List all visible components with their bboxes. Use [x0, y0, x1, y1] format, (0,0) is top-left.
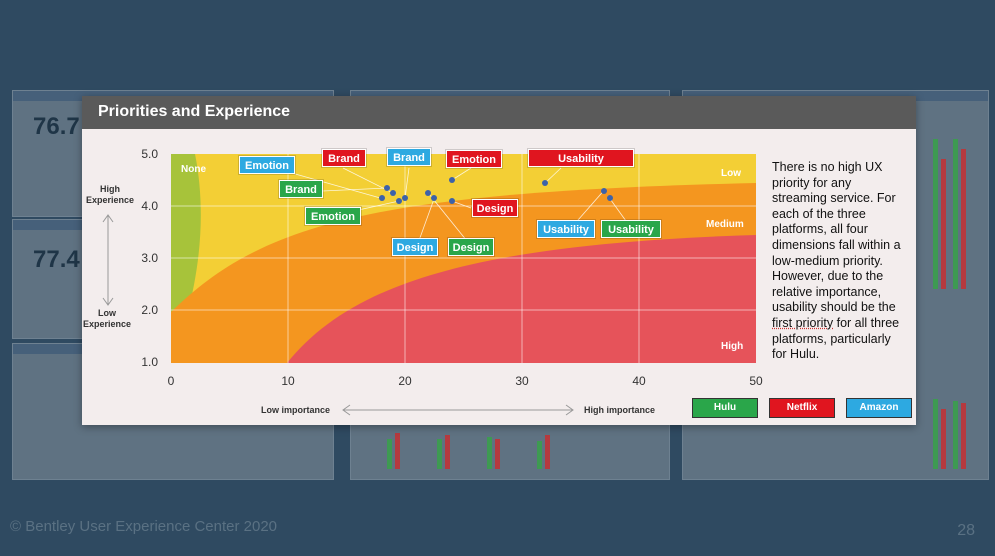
priority-experience-plot: None Low Medium High	[171, 154, 756, 363]
netflix-design-leader-line	[451, 200, 472, 209]
card-title-bar: Priorities and Experience	[82, 96, 916, 129]
hulu-usability-tag: Usability	[600, 219, 662, 239]
hulu-emotion-point	[396, 198, 403, 205]
background-score: 76.7	[33, 113, 80, 140]
legend-amazon: Amazon	[846, 398, 912, 418]
netflix-design-tag: Design	[471, 198, 519, 218]
background-bar	[537, 441, 542, 469]
netflix-brand-tag: Brand	[321, 148, 367, 168]
y-tick-label: 2.0	[141, 303, 158, 317]
background-bar	[545, 435, 550, 469]
netflix-usability-point	[542, 179, 549, 186]
x-tick-label: 40	[632, 374, 646, 388]
background-bar	[445, 435, 450, 469]
x-axis-arrow	[342, 404, 574, 416]
amazon-design-tag: Design	[391, 237, 439, 257]
zone-label-medium: Medium	[706, 219, 744, 230]
commentary-text: There is no high UX priority for any str…	[772, 160, 908, 363]
background-bar	[395, 433, 400, 469]
background-bar	[933, 399, 938, 469]
amazon-emotion-tag: Emotion	[238, 155, 296, 175]
background-score: 77.4	[33, 246, 80, 273]
zone-label-high: High	[721, 341, 744, 352]
x-axis-label-high: High importance	[584, 405, 656, 415]
netflix-usability-leader-line	[545, 167, 562, 184]
legend-hulu: Hulu	[692, 398, 758, 418]
y-axis-arrow	[102, 214, 114, 306]
legend-netflix: Netflix	[769, 398, 835, 418]
x-tick-label: 50	[749, 374, 763, 388]
netflix-usability-tag: Usability	[527, 148, 635, 168]
y-tick-label: 1.0	[141, 355, 158, 369]
priorities-experience-card: Priorities and Experience High Experienc…	[82, 96, 916, 425]
background-bar	[953, 401, 958, 469]
background-bar	[437, 439, 442, 469]
y-tick-label: 5.0	[141, 147, 158, 161]
zone-label-low: Low	[721, 168, 741, 179]
background-bar	[387, 439, 392, 469]
y-axis-label-high: High Experience	[85, 184, 135, 205]
hulu-usability-point	[606, 195, 613, 202]
netflix-emotion-point	[448, 177, 455, 184]
background-bar	[961, 149, 966, 289]
background-bar	[961, 403, 966, 469]
commentary-emphasis: first priority	[772, 315, 834, 330]
netflix-design-point	[448, 198, 455, 205]
amazon-usability-tag: Usability	[536, 219, 596, 239]
background-bar	[941, 159, 946, 289]
y-tick-label: 4.0	[141, 199, 158, 213]
background-bar	[941, 409, 946, 469]
amazon-brand-tag: Brand	[386, 147, 432, 167]
hulu-emotion-tag: Emotion	[304, 206, 362, 226]
amazon-emotion-point	[378, 195, 385, 202]
card-title: Priorities and Experience	[98, 103, 291, 120]
hulu-brand-tag: Brand	[278, 179, 324, 199]
x-tick-label: 10	[281, 374, 295, 388]
footer-copyright: © Bentley User Experience Center 2020	[10, 518, 278, 535]
amazon-usability-point	[600, 187, 607, 194]
background-bar	[487, 437, 492, 469]
page-number: 28	[957, 522, 975, 539]
commentary-part-1: There is no high UX priority for any str…	[772, 160, 901, 315]
netflix-brand-point	[390, 190, 397, 197]
x-axis-label-low: Low importance	[261, 405, 331, 415]
netflix-emotion-tag: Emotion	[445, 149, 503, 169]
amazon-brand-leader-line	[404, 167, 410, 199]
amazon-design-point	[431, 195, 438, 202]
hulu-design-leader-line	[428, 192, 472, 247]
hulu-design-point	[425, 190, 432, 197]
plot-zones	[171, 154, 756, 363]
y-tick-label: 3.0	[141, 251, 158, 265]
hulu-design-tag: Design	[447, 237, 495, 257]
commentary-part-3: for all three platforms, particularly fo…	[772, 315, 900, 362]
background-bar	[933, 139, 938, 289]
zone-label-none: None	[181, 164, 206, 175]
x-tick-label: 30	[515, 374, 529, 388]
x-tick-label: 20	[398, 374, 412, 388]
x-tick-label: 0	[167, 374, 175, 388]
amazon-brand-point	[402, 195, 408, 202]
hulu-brand-point	[384, 184, 391, 191]
background-bar	[953, 139, 958, 289]
y-axis-label-low: Low Experience	[82, 308, 132, 329]
background-bar	[495, 439, 500, 469]
netflix-emotion-leader-line	[451, 167, 472, 181]
